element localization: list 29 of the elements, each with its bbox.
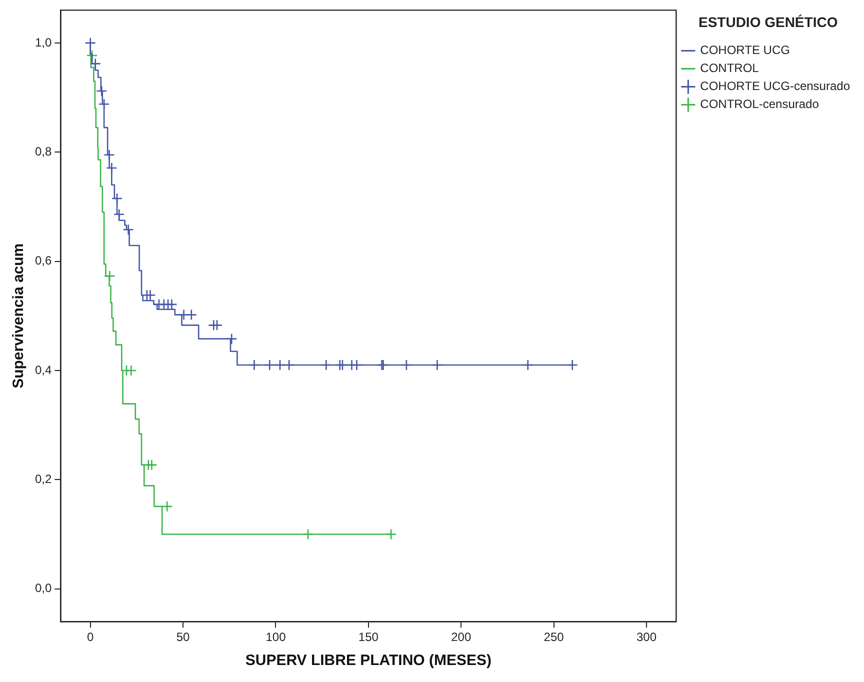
point xyxy=(96,85,108,97)
y-tick-label: 0,6 xyxy=(34,254,52,268)
x-tick-label: 250 xyxy=(544,630,564,644)
y-tick-label: 0,0 xyxy=(34,581,52,596)
y-tick-label: 0,8 xyxy=(34,144,52,158)
point xyxy=(144,290,156,301)
point xyxy=(211,320,223,331)
point xyxy=(186,309,198,320)
x-tick-label: 200 xyxy=(451,630,472,644)
point xyxy=(104,270,116,282)
x-tick-label: 300 xyxy=(636,630,657,644)
legend-label: COHORTE UCG xyxy=(700,43,790,58)
point xyxy=(146,459,158,471)
y-tick-label: 0,2 xyxy=(34,472,52,486)
x-tick-label: 100 xyxy=(266,630,286,644)
x-tick-label: 50 xyxy=(176,630,190,644)
legend-title: ESTUDIO GENÉTICO xyxy=(698,14,838,30)
legend-label: COHORTE UCG-censurado xyxy=(700,79,850,94)
point xyxy=(161,500,173,512)
legend-label: CONTROL-censurado xyxy=(700,97,820,112)
x-tick-label: 0 xyxy=(87,630,94,644)
point xyxy=(122,224,134,236)
legend-label: CONTROL xyxy=(700,61,760,76)
x-axis-title: SUPERV LIBRE PLATINO (MESES) xyxy=(245,652,492,670)
y-tick-label: 1,0 xyxy=(34,35,52,50)
y-tick-label: 0,4 xyxy=(34,362,52,377)
point xyxy=(166,298,178,310)
y-axis-title: Supervivencia acum xyxy=(10,243,28,388)
x-tick-label: 150 xyxy=(358,630,379,644)
